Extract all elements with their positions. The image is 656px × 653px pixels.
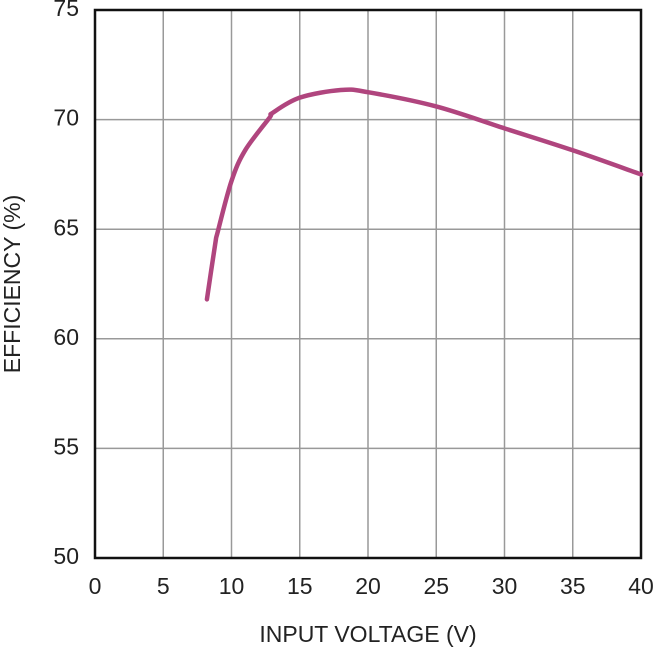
y-axis-title: EFFICIENCY (%) (0, 195, 25, 373)
y-tick-label: 75 (53, 0, 79, 21)
y-tick-label: 50 (53, 543, 79, 569)
x-tick-label: 10 (219, 573, 245, 599)
x-tick-label: 5 (157, 573, 170, 599)
x-tick-label: 40 (628, 573, 654, 599)
y-tick-label: 65 (53, 214, 79, 240)
x-tick-label: 30 (492, 573, 518, 599)
x-tick-label: 0 (89, 573, 102, 599)
y-tick-label: 55 (53, 433, 79, 459)
plot-frame (93, 8, 643, 560)
x-tick-label: 25 (423, 573, 449, 599)
x-tick-label: 35 (560, 573, 586, 599)
x-axis-title: INPUT VOLTAGE (V) (259, 621, 476, 647)
x-tick-label: 20 (355, 573, 381, 599)
x-tick-label: 15 (287, 573, 313, 599)
data-line (204, 87, 644, 302)
y-tick-label: 70 (53, 105, 79, 131)
y-tick-label: 60 (53, 324, 79, 350)
